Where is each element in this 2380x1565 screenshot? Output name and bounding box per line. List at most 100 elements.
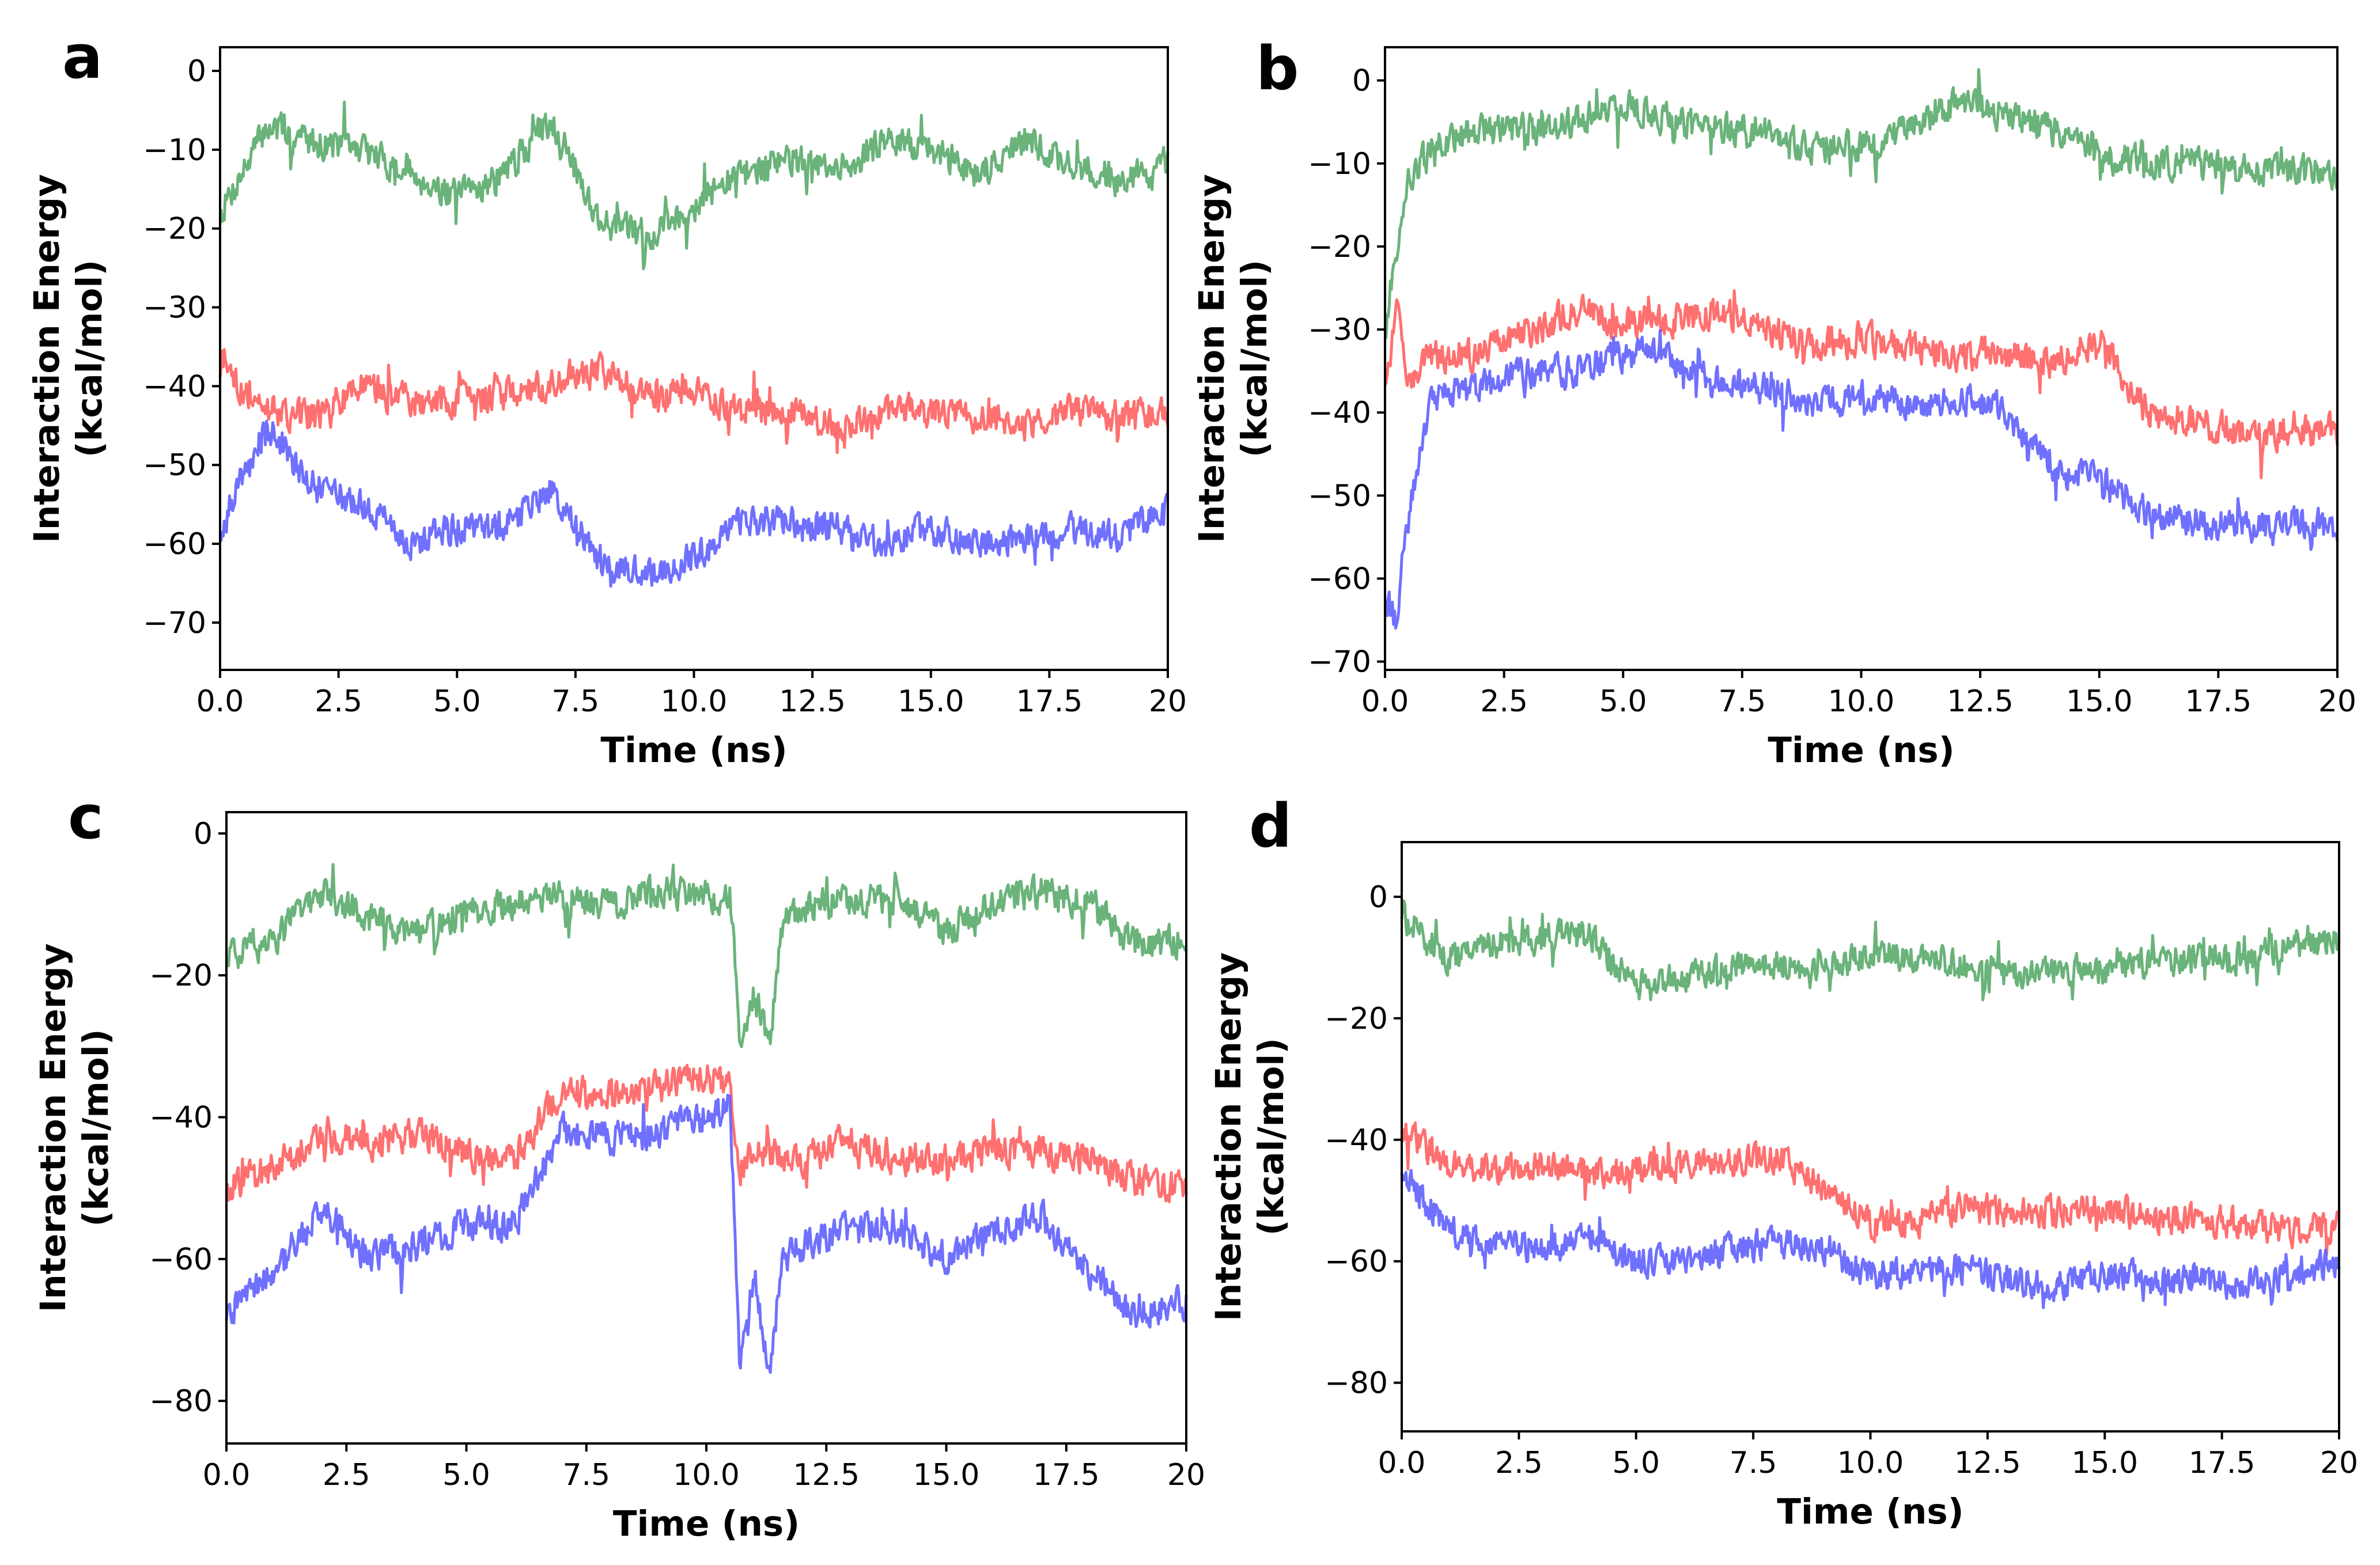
panel-c-x-tick-label: 10.0 — [673, 1458, 740, 1492]
panel-c-x-tick-label: 7.5 — [562, 1458, 610, 1492]
panel-a-x-tick-label: 0.0 — [196, 684, 244, 719]
panel-b-x-tick-label: 2.5 — [1480, 684, 1528, 719]
panel-b-y-axis-title: Interaction Energy (kcal/mol) — [1191, 174, 1275, 543]
panel-b-y-axis-title-line1: Interaction Energy — [1191, 174, 1232, 543]
panel-a-x-tick-label: 5.0 — [433, 684, 481, 719]
panel-c-y-tick-label: −80 — [149, 1384, 213, 1419]
panel-b-y-axis-title-line2: (kcal/mol) — [1234, 260, 1275, 457]
panel-b-x-ticks: 0.0 2.5 5.0 7.5 10.0 12.5 15.0 17.5 20 — [1361, 670, 2356, 719]
panel-d: d 0.0 2.5 5.0 7.5 10.0 12.5 15.0 17.5 20 0 −20 −40… — [1208, 791, 2358, 1532]
panel-b-y-tick-label: −10 — [1308, 147, 1371, 181]
panel-a-y-ticks: 0 −10 −20 −30 −40 −50 −60 −70 — [143, 54, 220, 641]
panel-a-y-tick-label: −70 — [143, 606, 206, 641]
panel-c-plot-frame — [225, 811, 1187, 1445]
panel-a-y-tick-label: −50 — [143, 448, 206, 483]
panel-c-x-tick-label: 20 — [1167, 1458, 1205, 1492]
panel-a-y-axis-title-line2: (kcal/mol) — [69, 260, 110, 457]
panel-b-y-tick-label: −60 — [1308, 562, 1371, 596]
panel-d-series-red — [1400, 1121, 2341, 1256]
panel-b-y-tick-label: −20 — [1308, 230, 1371, 264]
panel-a-x-axis-title: Time (ns) — [600, 730, 787, 771]
panel-c-series — [225, 863, 1188, 1374]
panel-c-y-tick-label: −40 — [149, 1101, 213, 1135]
panel-b-x-tick-label: 5.0 — [1599, 684, 1647, 719]
panel-a-series-blue — [218, 420, 1170, 588]
panel-b-series-blue — [1384, 329, 2339, 630]
panel-a-x-tick-label: 12.5 — [779, 684, 846, 719]
panel-c-y-axis-title-line1: Interaction Energy — [33, 943, 74, 1313]
panel-b-y-tick-label: −70 — [1308, 645, 1371, 680]
panel-d-x-axis-title: Time (ns) — [1777, 1491, 1963, 1532]
panel-c-y-axis-title-line2: (kcal/mol) — [75, 1029, 116, 1226]
panel-a-y-axis-title-line1: Interaction Energy — [27, 174, 67, 543]
panel-d-x-ticks: 0.0 2.5 5.0 7.5 10.0 12.5 15.0 17.5 20 — [1378, 1431, 2358, 1480]
panel-c: c 0.0 2.5 5.0 7.5 10.0 12.5 15.0 17.5 20 0 −20 −40… — [33, 782, 1205, 1544]
panel-a-x-tick-label: 10.0 — [661, 684, 728, 719]
panel-c-series-red — [225, 1063, 1188, 1203]
panel-c-x-axis-title: Time (ns) — [613, 1503, 800, 1544]
panel-d-y-axis-title-line1: Interaction Energy — [1208, 952, 1249, 1321]
panel-d-x-tick-label: 5.0 — [1612, 1446, 1660, 1480]
panel-b-y-tick-label: 0 — [1352, 64, 1371, 98]
panel-a-x-tick-label: 15.0 — [898, 684, 964, 719]
panel-d-x-tick-label: 20 — [2320, 1446, 2358, 1480]
panel-d-series-blue — [1400, 1169, 2341, 1309]
panel-c-y-tick-label: −20 — [149, 958, 213, 993]
panel-a-y-tick-label: −20 — [143, 212, 206, 247]
panel-c-y-ticks: 0 −20 −40 −60 −80 — [149, 817, 226, 1419]
panel-c-y-tick-label: −60 — [149, 1242, 213, 1277]
panel-a-x-tick-label: 17.5 — [1016, 684, 1083, 719]
panel-d-y-tick-label: 0 — [1369, 880, 1388, 915]
panel-b-x-axis-title: Time (ns) — [1768, 730, 1954, 771]
panel-d-y-ticks: 0 −20 −40 −60 −80 — [1325, 880, 1402, 1401]
panel-d-series-green — [1400, 899, 2340, 1002]
panel-a-y-tick-label: −40 — [143, 369, 206, 404]
panel-b-y-tick-label: −30 — [1308, 313, 1371, 347]
panel-b-x-tick-label: 20 — [2318, 684, 2356, 719]
panel-b-plot-frame — [1384, 46, 2339, 671]
panel-b-x-tick-label: 10.0 — [1828, 684, 1895, 719]
panel-b-x-tick-label: 7.5 — [1719, 684, 1766, 719]
panel-d-x-tick-label: 15.0 — [2071, 1446, 2138, 1480]
panel-b-x-tick-label: 15.0 — [2066, 684, 2133, 719]
panel-a: a 0.0 2.5 5.0 7.5 10.0 12.5 15.0 17.5 20 0 −10 −20… — [27, 22, 1187, 771]
panel-b-series — [1383, 68, 2339, 630]
panel-c-x-tick-label: 2.5 — [323, 1458, 370, 1492]
panel-c-x-tick-label: 12.5 — [793, 1458, 860, 1492]
panel-d-y-tick-label: −20 — [1325, 1002, 1388, 1036]
panel-d-y-axis-title-line2: (kcal/mol) — [1251, 1038, 1292, 1236]
panel-d-x-tick-label: 10.0 — [1837, 1446, 1904, 1480]
panel-c-series-blue — [225, 1093, 1188, 1374]
panel-c-x-tick-label: 0.0 — [203, 1458, 251, 1492]
panel-b-y-tick-label: −50 — [1308, 479, 1371, 513]
panel-b-x-tick-label: 12.5 — [1947, 684, 2014, 719]
panel-a-y-axis-title: Interaction Energy (kcal/mol) — [27, 174, 110, 543]
panel-c-y-axis-title: Interaction Energy (kcal/mol) — [33, 943, 116, 1313]
panel-b-x-tick-label: 17.5 — [2185, 684, 2252, 719]
panel-d-x-tick-label: 2.5 — [1495, 1446, 1543, 1480]
panel-b-x-tick-label: 0.0 — [1361, 684, 1409, 719]
panel-b: b 0.0 2.5 5.0 7.5 10.0 12.5 15.0 17.5 20 0 −10 −20… — [1191, 33, 2356, 771]
panel-d-x-tick-label: 17.5 — [2189, 1446, 2256, 1480]
panel-d-x-tick-label: 0.0 — [1378, 1446, 1426, 1480]
panel-a-plot-frame — [219, 46, 1169, 671]
panel-a-x-tick-label: 2.5 — [315, 684, 362, 719]
panel-b-y-ticks: 0 −10 −20 −30 −40 −50 −60 −70 — [1308, 64, 1385, 680]
panel-b-y-tick-label: −40 — [1308, 396, 1371, 430]
panel-letter-c: c — [68, 782, 104, 852]
panel-a-y-tick-label: −60 — [143, 527, 206, 562]
panel-d-y-tick-label: −60 — [1325, 1245, 1388, 1279]
panel-c-x-tick-label: 5.0 — [442, 1458, 490, 1492]
panel-d-series — [1400, 899, 2341, 1309]
panel-d-x-tick-label: 7.5 — [1730, 1446, 1777, 1480]
panel-letter-b: b — [1256, 33, 1299, 104]
panel-c-series-green — [225, 863, 1187, 1048]
panel-a-x-tick-label: 7.5 — [552, 684, 600, 719]
panel-d-plot-frame — [1401, 841, 2340, 1433]
panel-a-y-tick-label: 0 — [187, 54, 206, 89]
panel-a-series-green — [218, 100, 1170, 271]
panel-d-y-tick-label: −80 — [1325, 1366, 1388, 1401]
panel-letter-a: a — [62, 22, 103, 92]
